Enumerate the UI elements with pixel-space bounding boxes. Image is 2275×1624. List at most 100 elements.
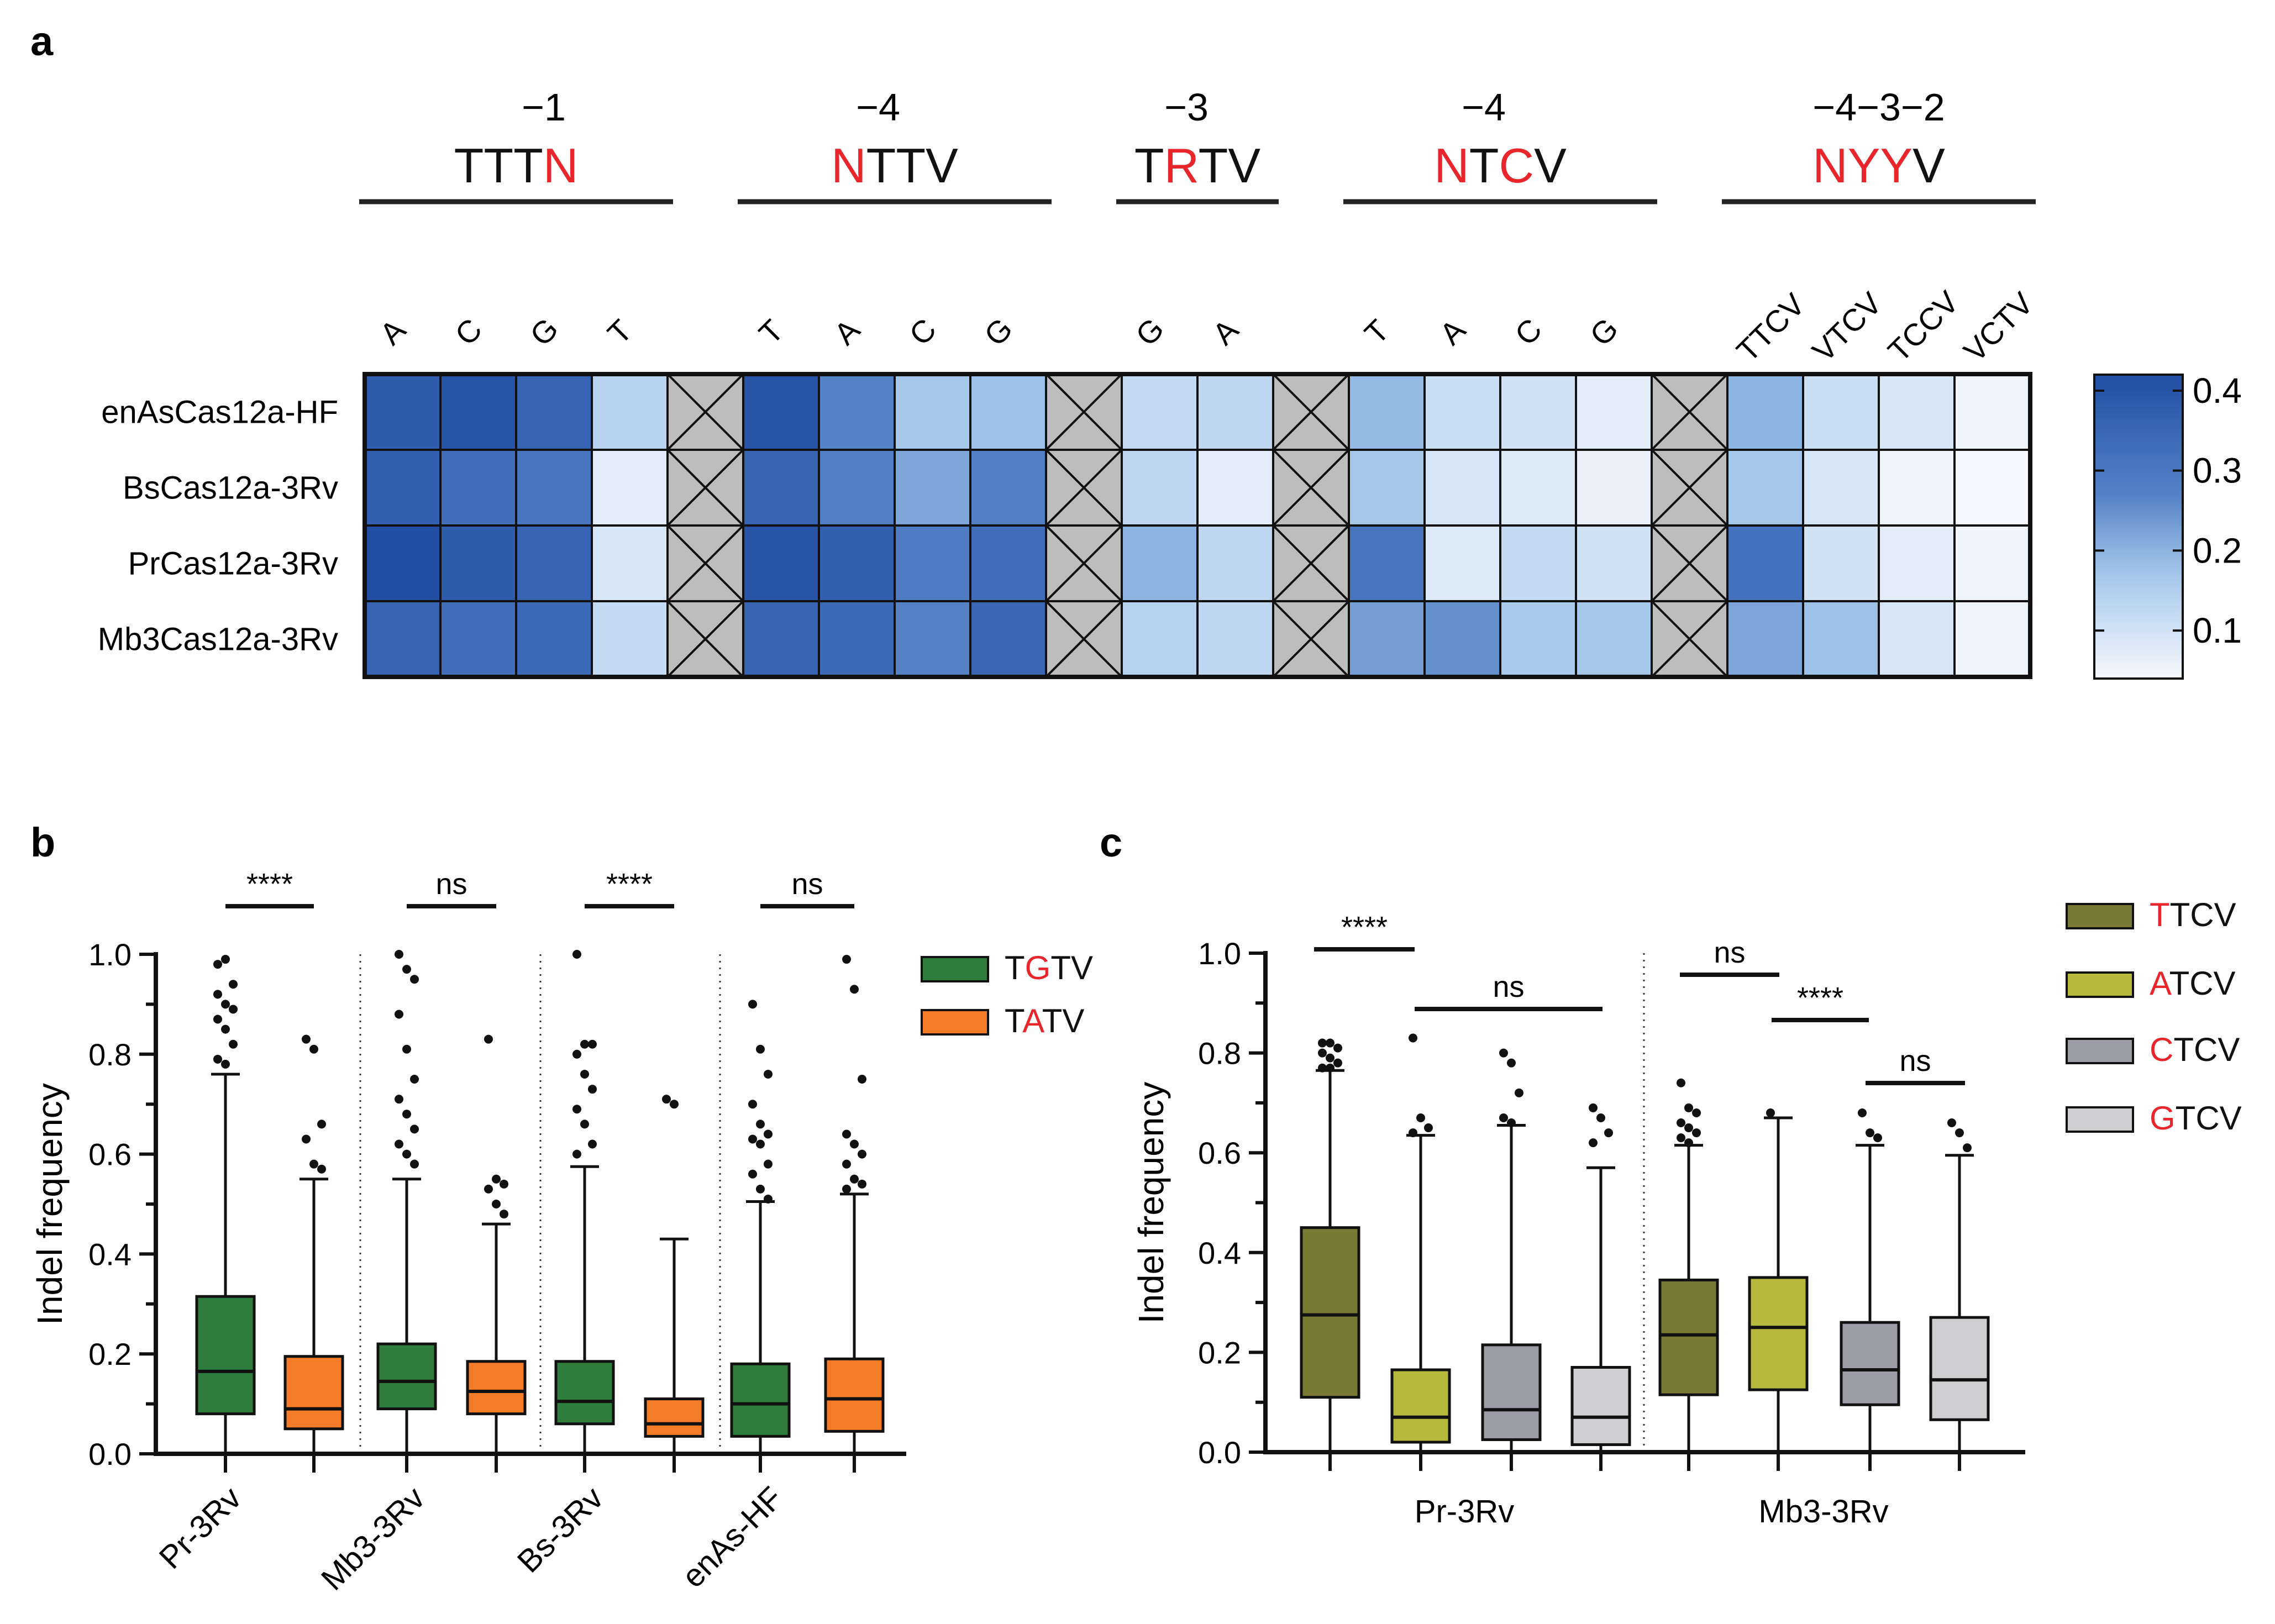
outlier-point	[756, 1184, 765, 1194]
legend-label-part: G	[1025, 949, 1051, 986]
outlier-point	[221, 1024, 230, 1034]
outlier-point	[1963, 1143, 1972, 1153]
outlier-point	[500, 1179, 508, 1189]
heatmap-column-label: VTCV	[1805, 285, 1889, 369]
heatmap-row-label: PrCas12a-3Rv	[128, 546, 338, 582]
outlier-point	[317, 1120, 326, 1129]
heatmap-column-label: G	[523, 311, 565, 353]
outlier-point	[1507, 1118, 1516, 1128]
x-category-label: Mb3-3Rv	[1758, 1494, 1888, 1530]
group-sequence-part: V	[1913, 138, 1945, 193]
heatmap-cell	[969, 524, 1047, 602]
outlier-point	[1947, 1118, 1956, 1128]
outlier-point	[1318, 1063, 1327, 1073]
outlier-point	[221, 1059, 230, 1069]
heatmap-cell	[1121, 600, 1199, 678]
x-category-label: Bs-3Rv	[511, 1480, 610, 1579]
heatmap-cell	[1121, 524, 1199, 602]
legend-label: ATCV	[2150, 965, 2236, 1002]
legend-label-part: T	[1005, 1002, 1024, 1039]
y-tick-label: 0.2	[88, 1337, 132, 1371]
group-sequence-part: T	[1134, 138, 1164, 193]
legend-label: TTCV	[2150, 896, 2236, 933]
outlier-point	[1684, 1123, 1693, 1133]
outlier-point	[588, 1039, 597, 1049]
heatmap-cell	[439, 524, 517, 602]
heatmap-cell	[818, 524, 896, 602]
heatmap-cell	[742, 600, 820, 678]
outlier-point	[492, 1200, 501, 1208]
heatmap-column-label: A	[373, 312, 412, 351]
legend-label-part: TV	[1042, 1002, 1085, 1039]
heatmap-cross-line	[666, 373, 744, 451]
legend-label-part: G	[2150, 1100, 2176, 1137]
box-ATCV	[1390, 1368, 1451, 1444]
heatmap-cell	[591, 449, 669, 527]
outlier-point	[410, 1075, 419, 1084]
heatmap-cell	[1575, 600, 1653, 678]
heatmap-row-label: BsCas12a-3Rv	[123, 470, 338, 506]
heatmap-column-label: A	[1433, 312, 1472, 351]
box-TTCV	[1658, 1278, 1719, 1396]
outlier-point	[229, 980, 238, 989]
y-tick-label: 0.0	[88, 1437, 132, 1471]
y-tick-label: 0.4	[88, 1237, 132, 1271]
outlier-point	[1866, 1128, 1874, 1138]
box-TATV	[283, 1355, 344, 1431]
outlier-point	[588, 1085, 597, 1094]
heatmap-cell	[591, 373, 669, 451]
outlier-point	[1326, 1053, 1334, 1063]
group-sequence: NYYV	[1812, 138, 1945, 193]
heatmap-column-label: G	[1129, 311, 1170, 353]
heatmap-cell	[1348, 373, 1426, 451]
heatmap-cell	[1953, 524, 2031, 602]
box-TTCV	[1300, 1226, 1360, 1399]
outlier-point	[1692, 1128, 1701, 1138]
group-sequence-part: TTT	[454, 138, 543, 193]
heatmap-cross-line	[1045, 449, 1123, 527]
outlier-point	[1766, 1108, 1775, 1117]
outlier-point	[572, 1049, 581, 1059]
heatmap-cell	[742, 449, 820, 527]
outlier-point	[850, 1174, 859, 1184]
significance-label: ****	[246, 868, 293, 901]
heatmap-cross-line	[1272, 449, 1350, 527]
heatmap-cell	[1499, 600, 1577, 678]
group-sequence-part: C	[1499, 138, 1535, 193]
outlier-point	[1333, 1043, 1342, 1053]
heatmap-cell	[1121, 373, 1199, 451]
outlier-point	[1677, 1078, 1685, 1087]
outlier-point	[748, 1100, 757, 1109]
legend-swatch-CTCV	[2066, 1038, 2134, 1064]
heatmap-cell	[591, 600, 669, 678]
panel-c-boxplot: 0.0 0.2 0.4 0.6 0.8 1.0 Indel frequency **** ns n…	[1131, 896, 2242, 1530]
outlier-point	[213, 990, 222, 999]
outlier-point	[1318, 1038, 1327, 1048]
heatmap-border	[362, 372, 2032, 679]
box-CTCV	[1481, 1343, 1542, 1441]
heatmap-cell	[1878, 449, 1956, 527]
y-tick-label: 0.8	[1198, 1036, 1241, 1071]
outlier-point	[580, 1120, 589, 1129]
significance-label: ns	[1493, 970, 1524, 1003]
heatmap-column-label: T	[601, 313, 639, 351]
group-sequence-part: TV	[1199, 138, 1261, 193]
heatmap-cell	[969, 449, 1047, 527]
outlier-point	[1684, 1103, 1693, 1112]
significance-label: ****	[1341, 911, 1388, 944]
group-sequence-part: N	[543, 138, 579, 193]
y-tick-label: 0.4	[1198, 1236, 1241, 1270]
heatmap-column-label: TCCV	[1881, 284, 1966, 369]
group-sequence: TTTN	[454, 138, 579, 193]
heatmap-cell	[1878, 524, 1956, 602]
outlier-point	[572, 1105, 581, 1114]
heatmap-cell	[364, 373, 442, 451]
x-category-label: Pr-3Rv	[1415, 1494, 1514, 1530]
heatmap-cell	[742, 524, 820, 602]
significance-label: ns	[1714, 936, 1745, 969]
y-tick-label: 0.0	[1198, 1435, 1241, 1470]
heatmap-cell	[515, 449, 593, 527]
heatmap-cell	[1878, 373, 1956, 451]
outlier-point	[492, 1174, 501, 1184]
heatmap-cell	[1953, 600, 2031, 678]
